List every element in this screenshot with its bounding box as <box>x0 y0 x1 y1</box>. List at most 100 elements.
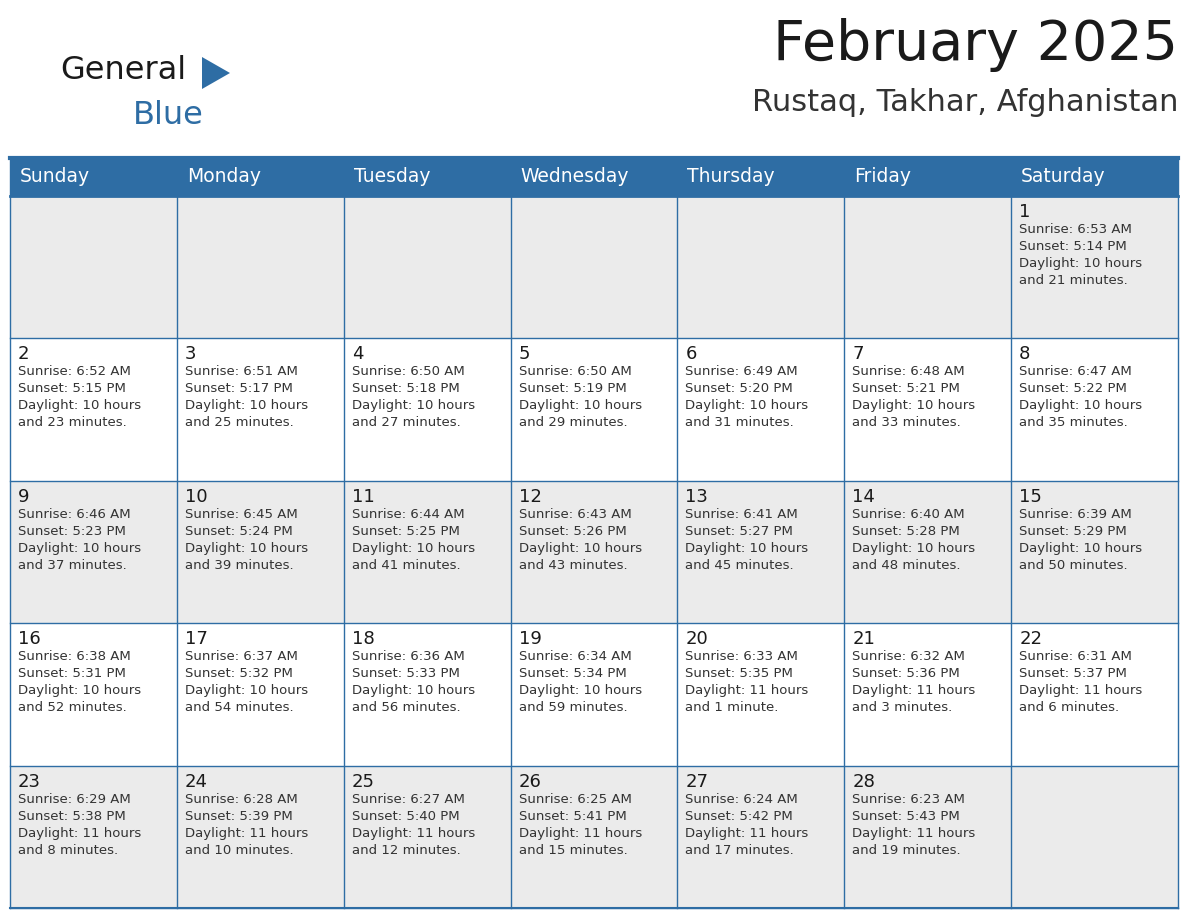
Text: 17: 17 <box>185 630 208 648</box>
Text: 5: 5 <box>519 345 530 364</box>
Text: Sunset: 5:42 PM: Sunset: 5:42 PM <box>685 810 794 823</box>
Bar <box>10 339 1178 481</box>
Text: Sunrise: 6:41 AM: Sunrise: 6:41 AM <box>685 508 798 521</box>
Text: Monday: Monday <box>187 167 261 186</box>
Text: Tuesday: Tuesday <box>354 167 430 186</box>
Text: Daylight: 11 hours: Daylight: 11 hours <box>852 684 975 697</box>
Text: Sunrise: 6:50 AM: Sunrise: 6:50 AM <box>519 365 631 378</box>
Text: Sunrise: 6:39 AM: Sunrise: 6:39 AM <box>1019 508 1132 521</box>
Text: Sunset: 5:40 PM: Sunset: 5:40 PM <box>352 810 460 823</box>
Text: and 52 minutes.: and 52 minutes. <box>18 701 127 714</box>
Text: Daylight: 10 hours: Daylight: 10 hours <box>685 399 809 412</box>
Text: and 27 minutes.: and 27 minutes. <box>352 417 461 430</box>
Text: Sunset: 5:28 PM: Sunset: 5:28 PM <box>852 525 960 538</box>
Text: Sunrise: 6:45 AM: Sunrise: 6:45 AM <box>185 508 298 521</box>
Text: and 1 minute.: and 1 minute. <box>685 701 779 714</box>
Text: Daylight: 11 hours: Daylight: 11 hours <box>352 826 475 840</box>
Text: 15: 15 <box>1019 487 1042 506</box>
Text: Daylight: 11 hours: Daylight: 11 hours <box>18 826 141 840</box>
Text: Daylight: 10 hours: Daylight: 10 hours <box>1019 542 1143 554</box>
Text: Daylight: 10 hours: Daylight: 10 hours <box>519 399 642 412</box>
Text: and 39 minutes.: and 39 minutes. <box>185 559 293 572</box>
Text: 3: 3 <box>185 345 196 364</box>
Text: Wednesday: Wednesday <box>520 167 630 186</box>
Text: Daylight: 10 hours: Daylight: 10 hours <box>18 399 141 412</box>
Text: Sunrise: 6:24 AM: Sunrise: 6:24 AM <box>685 792 798 806</box>
Text: 16: 16 <box>18 630 40 648</box>
Text: Sunrise: 6:52 AM: Sunrise: 6:52 AM <box>18 365 131 378</box>
Bar <box>10 766 1178 908</box>
Text: Sunrise: 6:46 AM: Sunrise: 6:46 AM <box>18 508 131 521</box>
Text: Sunset: 5:18 PM: Sunset: 5:18 PM <box>352 383 460 396</box>
Text: Sunset: 5:34 PM: Sunset: 5:34 PM <box>519 667 626 680</box>
Text: Sunrise: 6:32 AM: Sunrise: 6:32 AM <box>852 650 965 663</box>
Text: Sunrise: 6:28 AM: Sunrise: 6:28 AM <box>185 792 298 806</box>
Text: Sunset: 5:41 PM: Sunset: 5:41 PM <box>519 810 626 823</box>
Text: 26: 26 <box>519 773 542 790</box>
Polygon shape <box>202 57 230 89</box>
Text: 4: 4 <box>352 345 364 364</box>
Text: and 43 minutes.: and 43 minutes. <box>519 559 627 572</box>
Text: and 21 minutes.: and 21 minutes. <box>1019 274 1127 287</box>
Text: Daylight: 10 hours: Daylight: 10 hours <box>685 542 809 554</box>
Text: Daylight: 11 hours: Daylight: 11 hours <box>1019 684 1143 697</box>
Text: Sunset: 5:24 PM: Sunset: 5:24 PM <box>185 525 292 538</box>
Text: Sunrise: 6:50 AM: Sunrise: 6:50 AM <box>352 365 465 378</box>
Text: Daylight: 10 hours: Daylight: 10 hours <box>852 542 975 554</box>
Text: Sunrise: 6:44 AM: Sunrise: 6:44 AM <box>352 508 465 521</box>
Text: Sunset: 5:29 PM: Sunset: 5:29 PM <box>1019 525 1127 538</box>
Text: Daylight: 10 hours: Daylight: 10 hours <box>352 399 475 412</box>
Text: and 50 minutes.: and 50 minutes. <box>1019 559 1127 572</box>
Text: Sunrise: 6:34 AM: Sunrise: 6:34 AM <box>519 650 631 663</box>
Text: Daylight: 11 hours: Daylight: 11 hours <box>519 826 642 840</box>
Text: and 29 minutes.: and 29 minutes. <box>519 417 627 430</box>
Text: Daylight: 10 hours: Daylight: 10 hours <box>1019 257 1143 270</box>
Text: Sunset: 5:23 PM: Sunset: 5:23 PM <box>18 525 126 538</box>
Text: Sunrise: 6:23 AM: Sunrise: 6:23 AM <box>852 792 965 806</box>
Text: 2: 2 <box>18 345 30 364</box>
Text: Sunrise: 6:38 AM: Sunrise: 6:38 AM <box>18 650 131 663</box>
Text: Sunset: 5:31 PM: Sunset: 5:31 PM <box>18 667 126 680</box>
Text: 1: 1 <box>1019 203 1030 221</box>
Text: Sunrise: 6:40 AM: Sunrise: 6:40 AM <box>852 508 965 521</box>
Text: 10: 10 <box>185 487 208 506</box>
Text: Sunset: 5:25 PM: Sunset: 5:25 PM <box>352 525 460 538</box>
Text: Thursday: Thursday <box>688 167 775 186</box>
Text: and 59 minutes.: and 59 minutes. <box>519 701 627 714</box>
Text: Daylight: 10 hours: Daylight: 10 hours <box>185 684 308 697</box>
Text: Sunset: 5:43 PM: Sunset: 5:43 PM <box>852 810 960 823</box>
Text: 24: 24 <box>185 773 208 790</box>
Text: and 54 minutes.: and 54 minutes. <box>185 701 293 714</box>
Text: and 37 minutes.: and 37 minutes. <box>18 559 127 572</box>
Text: 13: 13 <box>685 487 708 506</box>
Text: 19: 19 <box>519 630 542 648</box>
Text: Daylight: 10 hours: Daylight: 10 hours <box>185 399 308 412</box>
Text: Sunrise: 6:25 AM: Sunrise: 6:25 AM <box>519 792 632 806</box>
Text: Sunrise: 6:31 AM: Sunrise: 6:31 AM <box>1019 650 1132 663</box>
Text: Daylight: 11 hours: Daylight: 11 hours <box>685 684 809 697</box>
Text: Friday: Friday <box>854 167 911 186</box>
Text: General: General <box>61 55 187 86</box>
Text: and 15 minutes.: and 15 minutes. <box>519 844 627 856</box>
Text: and 8 minutes.: and 8 minutes. <box>18 844 118 856</box>
Text: Sunset: 5:27 PM: Sunset: 5:27 PM <box>685 525 794 538</box>
Text: 25: 25 <box>352 773 374 790</box>
Text: Sunset: 5:38 PM: Sunset: 5:38 PM <box>18 810 126 823</box>
Text: Sunset: 5:26 PM: Sunset: 5:26 PM <box>519 525 626 538</box>
Text: Sunset: 5:36 PM: Sunset: 5:36 PM <box>852 667 960 680</box>
Text: 20: 20 <box>685 630 708 648</box>
Text: and 10 minutes.: and 10 minutes. <box>185 844 293 856</box>
Text: and 35 minutes.: and 35 minutes. <box>1019 417 1127 430</box>
Text: and 25 minutes.: and 25 minutes. <box>185 417 293 430</box>
Text: Sunset: 5:37 PM: Sunset: 5:37 PM <box>1019 667 1127 680</box>
Text: Saturday: Saturday <box>1022 167 1106 186</box>
Bar <box>10 623 1178 766</box>
Text: 11: 11 <box>352 487 374 506</box>
Text: and 19 minutes.: and 19 minutes. <box>852 844 961 856</box>
Text: and 23 minutes.: and 23 minutes. <box>18 417 127 430</box>
Text: Sunrise: 6:51 AM: Sunrise: 6:51 AM <box>185 365 298 378</box>
Text: Blue: Blue <box>133 100 204 131</box>
Text: Sunset: 5:20 PM: Sunset: 5:20 PM <box>685 383 794 396</box>
Text: and 17 minutes.: and 17 minutes. <box>685 844 795 856</box>
Text: and 6 minutes.: and 6 minutes. <box>1019 701 1119 714</box>
